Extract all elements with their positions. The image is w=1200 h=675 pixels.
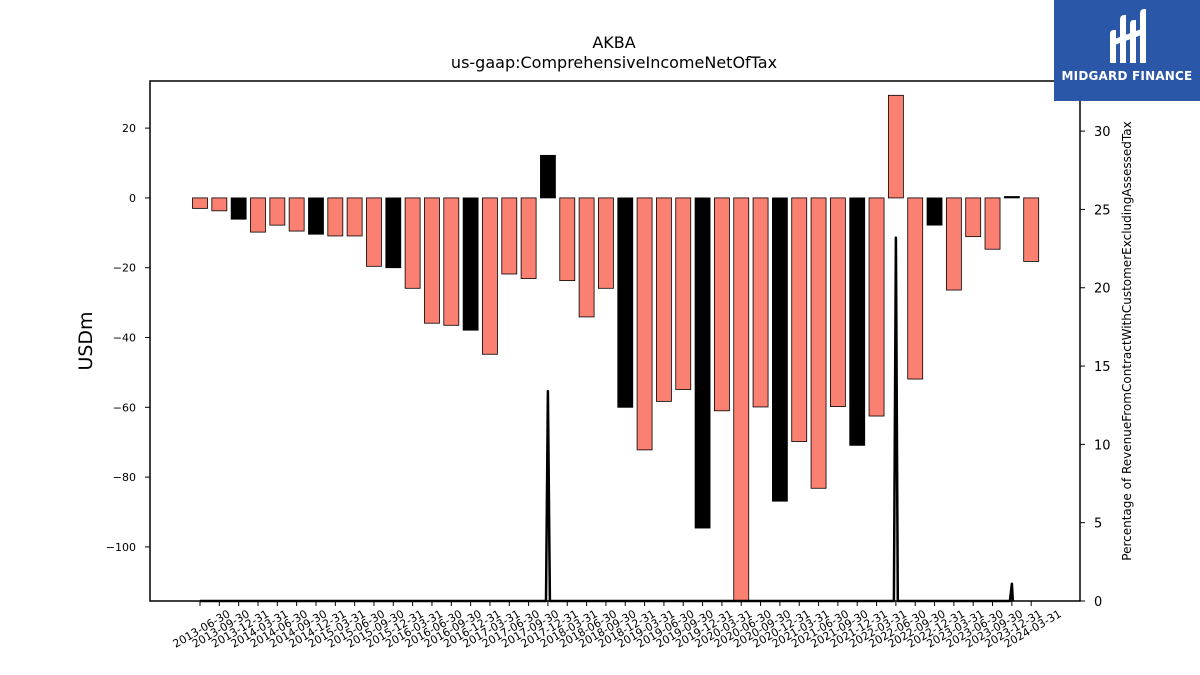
- bar: [250, 197, 266, 233]
- bar: [192, 197, 208, 209]
- bar: [346, 197, 363, 237]
- y2-tick-label: 15: [1094, 360, 1111, 375]
- y-tick-label: −40: [113, 332, 136, 345]
- plot-frame: [149, 80, 1081, 602]
- y2-tick-label: 10: [1094, 438, 1111, 453]
- y2-axis: 0 5 10 15 20 25 30: [1080, 125, 1111, 610]
- bar: [868, 197, 885, 417]
- bar: [501, 197, 518, 275]
- bar: [733, 197, 750, 602]
- bar: [617, 197, 634, 408]
- bar: [829, 197, 846, 408]
- y2-tick-label: 5: [1094, 517, 1102, 532]
- y2-axis-label: Percentage of RevenueFromContractWithCus…: [1120, 121, 1134, 560]
- y-tick-label: −20: [113, 262, 136, 275]
- bar: [1003, 196, 1020, 199]
- bar: [965, 197, 982, 238]
- y2-tick-label: 0: [1094, 595, 1102, 610]
- bar: [462, 197, 479, 331]
- line-group: [200, 236, 1015, 603]
- bar: [791, 197, 808, 442]
- bar: [443, 197, 460, 326]
- bar: [520, 197, 537, 279]
- bar: [559, 197, 576, 282]
- bar: [636, 197, 653, 451]
- bar: [752, 197, 769, 408]
- bar: [482, 197, 498, 355]
- bar: [772, 197, 788, 502]
- bar: [578, 197, 595, 318]
- y-axis-label: USDm: [75, 311, 97, 370]
- y2-tick-label: 30: [1094, 125, 1111, 140]
- bar: [714, 197, 730, 412]
- bar: [211, 197, 228, 212]
- bar: [1023, 197, 1040, 262]
- bar: [424, 197, 440, 324]
- bar: [385, 197, 402, 269]
- bar: [327, 197, 344, 237]
- y-tick-label: 20: [122, 122, 136, 135]
- y2-tick-label: 20: [1094, 282, 1111, 297]
- bar: [656, 197, 672, 402]
- bar: [404, 197, 421, 289]
- bar: [945, 197, 962, 291]
- bar: [598, 197, 614, 289]
- bar: [694, 197, 711, 529]
- y-axis: 20 0 −20 −40 −60 −80 −100: [106, 122, 150, 554]
- bar: [907, 197, 924, 380]
- line-series: [200, 236, 1015, 603]
- bar: [810, 197, 827, 489]
- bar: [230, 197, 247, 220]
- brand-logo: MIDGARD FINANCE: [1054, 0, 1200, 101]
- bar: [675, 197, 692, 390]
- x-axis: 2013-06-302013-09-302013-12-312014-03-31…: [171, 601, 1064, 651]
- bar: [540, 154, 556, 199]
- y2-tick-label: 25: [1094, 203, 1111, 218]
- bar: [984, 197, 1001, 250]
- chart-subtitle: us-gaap:ComprehensiveIncomeNetOfTax: [451, 53, 777, 72]
- bar: [288, 197, 305, 232]
- y-tick-label: −100: [106, 541, 136, 554]
- bar: [366, 197, 382, 267]
- brand-name: MIDGARD FINANCE: [1061, 69, 1193, 83]
- bars-group: [192, 94, 1040, 602]
- chart-title: AKBA: [592, 33, 635, 52]
- bar: [849, 197, 866, 446]
- bar: [269, 197, 286, 226]
- y-tick-label: −80: [113, 471, 136, 484]
- midgard-logo-icon: [1110, 9, 1146, 63]
- bar: [926, 197, 943, 226]
- y-tick-label: −60: [113, 401, 136, 414]
- bar: [887, 94, 904, 199]
- y-tick-label: 0: [129, 192, 136, 205]
- bar: [308, 197, 324, 235]
